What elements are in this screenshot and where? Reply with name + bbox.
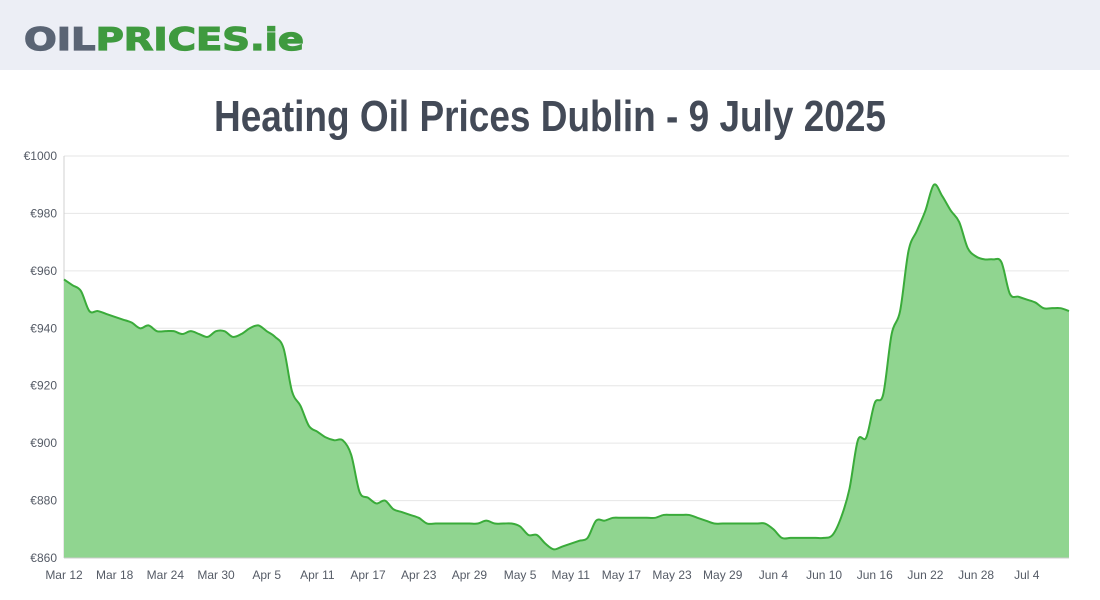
y-tick-label: €1000 <box>24 149 58 163</box>
x-tick-label: Mar 12 <box>45 568 83 582</box>
x-tick-label: Mar 18 <box>96 568 134 582</box>
logo-part: .ie <box>250 22 304 58</box>
x-tick-label: May 5 <box>504 568 537 582</box>
y-tick-label: €980 <box>30 206 57 220</box>
header-bar <box>0 0 1100 70</box>
x-tick-label: Jun 4 <box>759 568 789 582</box>
x-tick-label: Apr 23 <box>401 568 437 582</box>
x-tick-label: May 29 <box>703 568 743 582</box>
x-tick-label: May 11 <box>551 568 590 582</box>
logo-part: OIL <box>24 22 96 58</box>
x-tick-label: Apr 17 <box>350 568 386 582</box>
y-tick-label: €960 <box>30 264 57 278</box>
logo[interactable]: OIL PRICES .ie <box>23 21 304 58</box>
area <box>64 184 1069 558</box>
y-tick-label: €900 <box>30 436 57 450</box>
y-tick-label: €880 <box>30 494 57 508</box>
y-tick-label: €940 <box>30 321 57 335</box>
x-tick-label: Jun 22 <box>907 568 943 582</box>
logo-part: PRICES <box>96 22 250 58</box>
x-tick-label: Mar 24 <box>147 568 185 582</box>
y-tick-label: €920 <box>30 379 57 393</box>
x-tick-label: Jul 4 <box>1014 568 1040 582</box>
y-tick-label: €860 <box>30 551 57 565</box>
x-tick-label: Apr 11 <box>300 568 335 582</box>
line <box>63 183 1070 551</box>
x-tick-label: Mar 30 <box>197 568 235 582</box>
chart-title: Heating Oil Prices Dublin - 9 July 2025 <box>214 92 886 141</box>
x-tick-label: May 17 <box>602 568 642 582</box>
x-tick-label: Apr 5 <box>252 568 281 582</box>
x-tick-label: Jun 28 <box>958 568 994 582</box>
x-tick-label: May 23 <box>652 568 692 582</box>
x-tick-label: Jun 16 <box>857 568 893 582</box>
x-tick-label: Apr 29 <box>452 568 488 582</box>
x-tick-label: Jun 10 <box>806 568 842 582</box>
